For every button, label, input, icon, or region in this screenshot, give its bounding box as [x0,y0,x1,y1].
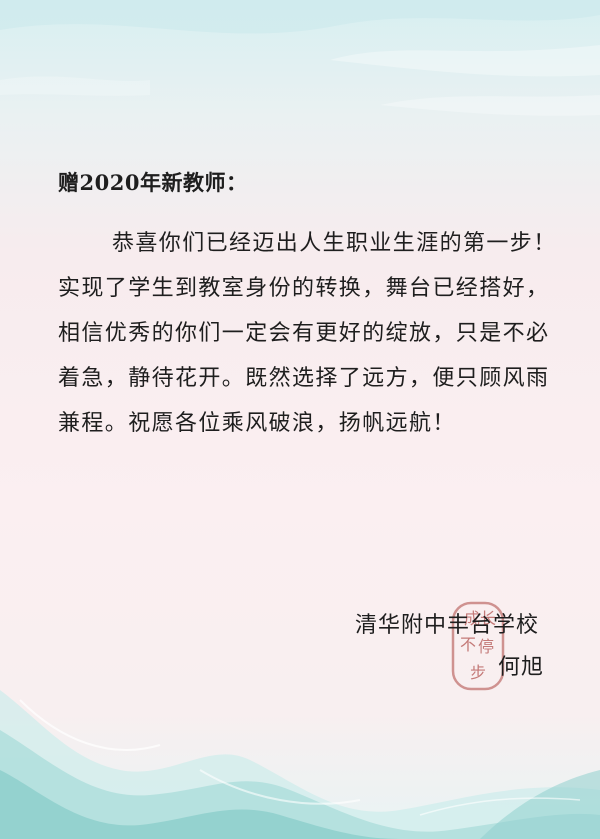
letter-body: 恭喜你们已经迈出人生职业生涯的第一步！实现了学生到教室身份的转换，舞台已经搭好，… [58,231,557,436]
svg-text:停: 停 [478,637,494,656]
signature-name: 何旭 [498,655,545,680]
signature-school: 清华附中丰台学校 [355,613,540,638]
svg-text:长: 长 [480,609,496,628]
bottom-waves [0,690,600,839]
seal-stamp: 成 长 不 停 步 [451,601,505,691]
svg-text:不: 不 [460,635,476,654]
svg-text:步: 步 [470,663,486,682]
top-cloud-wisps [0,0,600,116]
letter-title: 赠2020年新教师： [58,170,248,195]
svg-text:成: 成 [464,609,480,628]
